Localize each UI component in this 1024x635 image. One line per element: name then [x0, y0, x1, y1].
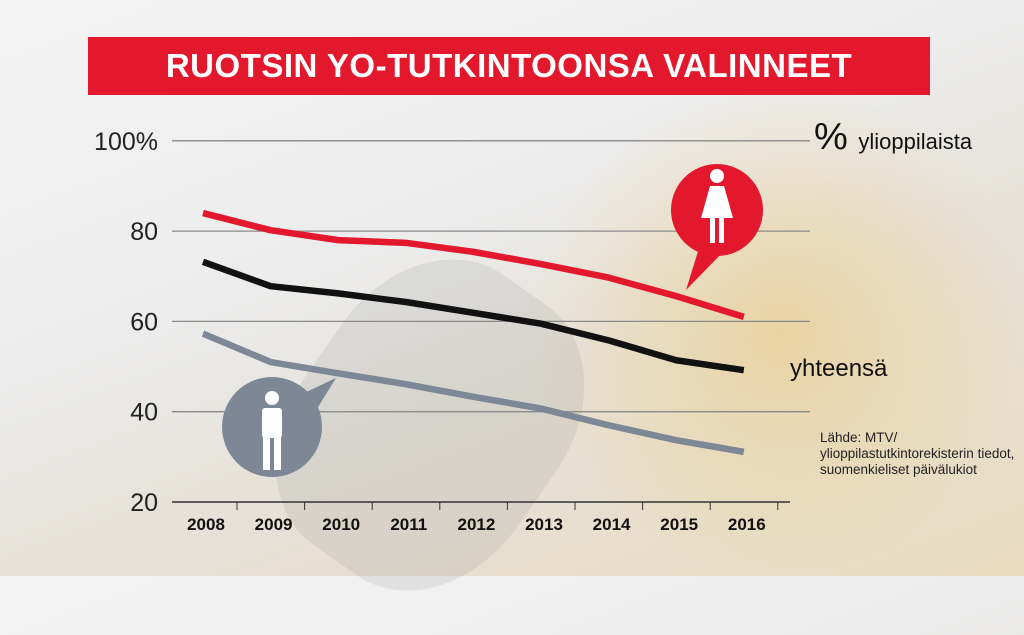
series-line: [201, 330, 745, 456]
y-tick-label: 100%: [94, 128, 158, 156]
male-bubble: [222, 377, 336, 477]
unit-label: % ylioppilaista: [814, 116, 972, 159]
series-male: [201, 330, 745, 456]
icon-head: [710, 169, 724, 183]
bubble-tail: [300, 378, 336, 412]
icon-body: [262, 408, 282, 438]
series-label-total: yhteensä: [790, 355, 888, 382]
series-female: [202, 209, 745, 320]
y-tick-label: 40: [130, 399, 158, 427]
series-line: [202, 209, 745, 320]
x-tick-label: 2015: [660, 515, 698, 534]
y-tick-label: 80: [130, 218, 158, 246]
series-line: [201, 258, 745, 374]
chart-title: RUOTSIN YO-TUTKINTOONSA VALINNEET: [88, 37, 930, 95]
icon-head: [265, 391, 279, 405]
icon-leg: [719, 216, 724, 243]
unit-text: ylioppilaista: [858, 129, 973, 154]
bubble-tail: [686, 245, 725, 290]
female-bubble: [671, 164, 763, 290]
icon-dress: [701, 186, 733, 218]
icon-leg: [263, 436, 270, 470]
background-roses: [520, 90, 1024, 570]
series-total: [201, 258, 745, 374]
female-icon: [701, 169, 733, 243]
source-note: Lähde: MTV/ ylioppilastutkintorekisterin…: [820, 430, 1015, 477]
x-tick-label: 2009: [255, 515, 293, 534]
line-chart: 20 40 60 80 100% 2008 2009 2010 2011 2012 2013 2014…: [94, 128, 810, 534]
icon-leg: [710, 216, 715, 243]
icon-leg: [274, 436, 281, 470]
x-tick-label: 2008: [187, 515, 225, 534]
x-tick-label: 2012: [457, 515, 495, 534]
y-tick-label: 20: [130, 489, 158, 517]
x-tick-label: 2011: [390, 515, 427, 534]
male-icon: [262, 391, 282, 470]
x-tick-label: 2010: [322, 515, 360, 534]
x-tick-label: 2013: [525, 515, 563, 534]
y-tick-label: 60: [130, 308, 158, 336]
x-tick-label: 2014: [593, 515, 631, 534]
x-tick-label: 2016: [728, 515, 766, 534]
unit-symbol: %: [814, 116, 848, 158]
